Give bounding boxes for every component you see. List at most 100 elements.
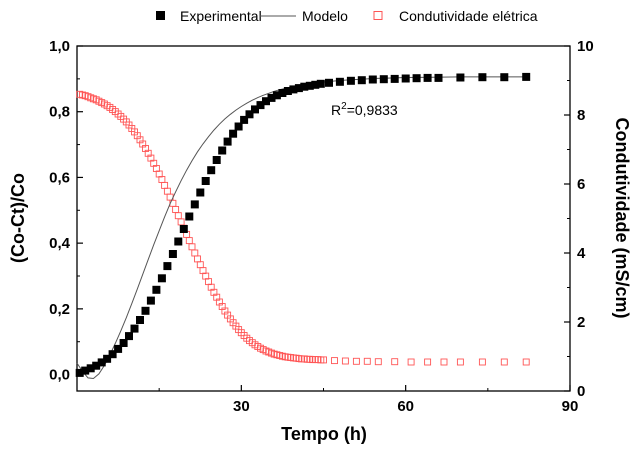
series-experimental [75, 72, 531, 377]
experimental-point [294, 84, 303, 93]
y-axis-left-title: (Co-Ct)/Co [8, 173, 28, 263]
experimental-point [168, 250, 177, 258]
experimental-point [234, 122, 243, 131]
experimental-point [423, 73, 432, 82]
experimental-point [262, 97, 270, 106]
condutividade-point [172, 206, 180, 213]
experimental-point [401, 74, 410, 83]
condutividade-point [341, 357, 349, 365]
experimental-point [305, 81, 314, 90]
experimental-point [434, 73, 443, 82]
condutividade-point [331, 357, 338, 365]
experimental-point [245, 110, 254, 119]
experimental-point [229, 129, 238, 138]
experimental-point [136, 316, 144, 324]
condutividade-point [194, 255, 201, 263]
condutividade-point [161, 181, 169, 189]
legend-label-modelo: Modelo [302, 8, 348, 24]
y-left-tick-label: 0,8 [49, 104, 70, 121]
condutividade-point [191, 249, 199, 257]
experimental-point [163, 262, 172, 271]
experimental-point [141, 306, 150, 315]
r-squared-sup: 2 [341, 101, 347, 112]
experimental-point [212, 156, 221, 164]
y-right-tick-label: 10 [577, 38, 594, 55]
x-tick-label: 90 [562, 398, 579, 415]
experimental-point [196, 188, 205, 197]
experimental-point [478, 73, 487, 82]
experimental-point [251, 105, 259, 114]
experimental-point [125, 332, 133, 341]
y-right-tick-label: 0 [577, 383, 585, 400]
experimental-point [278, 89, 287, 97]
y-left-tick-label: 0,2 [49, 301, 70, 318]
y-left-tick-label: 0,4 [49, 235, 71, 252]
experimental-point [146, 296, 155, 305]
legend-marker-condutividade [373, 11, 383, 20]
legend-marker-experimental [156, 11, 165, 20]
experimental-point [130, 324, 139, 333]
experimental-point [92, 361, 101, 370]
experimental-point [81, 366, 90, 375]
y-right-tick-label: 2 [577, 314, 585, 331]
experimental-point [325, 78, 333, 87]
r-squared-annotation: R2=0,9833 [331, 101, 398, 118]
condutividade-point [478, 358, 486, 366]
experimental-point [240, 115, 249, 124]
experimental-point [201, 177, 210, 185]
condutividade-point [196, 261, 204, 269]
experimental-point [368, 75, 377, 84]
experimental-point [346, 76, 355, 85]
experimental-point [311, 80, 320, 89]
experimental-point [390, 74, 399, 83]
experimental-point [357, 76, 366, 85]
y-right-tick-label: 6 [577, 176, 585, 193]
experimental-point [272, 91, 281, 100]
series-layer [75, 72, 531, 380]
experimental-point [335, 77, 344, 86]
experimental-point [283, 87, 292, 95]
experimental-point [119, 339, 128, 347]
condutividade-point [522, 358, 530, 366]
experimental-point [75, 368, 84, 377]
condutividade-point [500, 358, 508, 366]
condutividade-point [352, 357, 360, 365]
experimental-point [86, 364, 95, 373]
r-squared-value: =0,9833 [347, 102, 398, 118]
experimental-point [316, 79, 325, 88]
plot-frame [76, 45, 571, 392]
series-modelo [76, 76, 527, 380]
experimental-point [300, 82, 309, 91]
y-axis-right-title: Condutividade (mS/cm) [612, 117, 631, 318]
legend: Experimental Modelo Condutividade elétri… [156, 8, 538, 24]
legend-label-condutividade: Condutividade elétrica [399, 8, 538, 24]
x-axis-title: Tempo (h) [281, 424, 367, 444]
condutividade-point [407, 358, 415, 366]
experimental-point [185, 212, 194, 221]
r-squared-base: R [331, 102, 341, 118]
experimental-point [223, 137, 232, 146]
experimental-point [500, 73, 509, 82]
experimental-point [289, 85, 298, 94]
experimental-point [412, 74, 421, 83]
condutividade-point [374, 358, 382, 366]
experimental-point [114, 344, 123, 353]
experimental-point [157, 274, 166, 283]
condutividade-point [456, 358, 464, 366]
experimental-point [152, 285, 161, 294]
series-condutividade [76, 90, 530, 366]
condutividade-point [424, 358, 432, 366]
condutividade-point [320, 356, 327, 364]
experimental-point [190, 200, 199, 209]
y-right-tick-label: 4 [577, 245, 586, 262]
y-right-tick-label: 8 [577, 107, 585, 124]
experimental-point [179, 225, 188, 233]
experimental-point [97, 358, 106, 367]
experimental-point [522, 72, 531, 81]
condutividade-point [188, 243, 196, 251]
condutividade-point [163, 187, 171, 195]
experimental-point [174, 237, 183, 246]
x-tick-label: 60 [397, 398, 414, 415]
condutividade-point [185, 237, 193, 245]
